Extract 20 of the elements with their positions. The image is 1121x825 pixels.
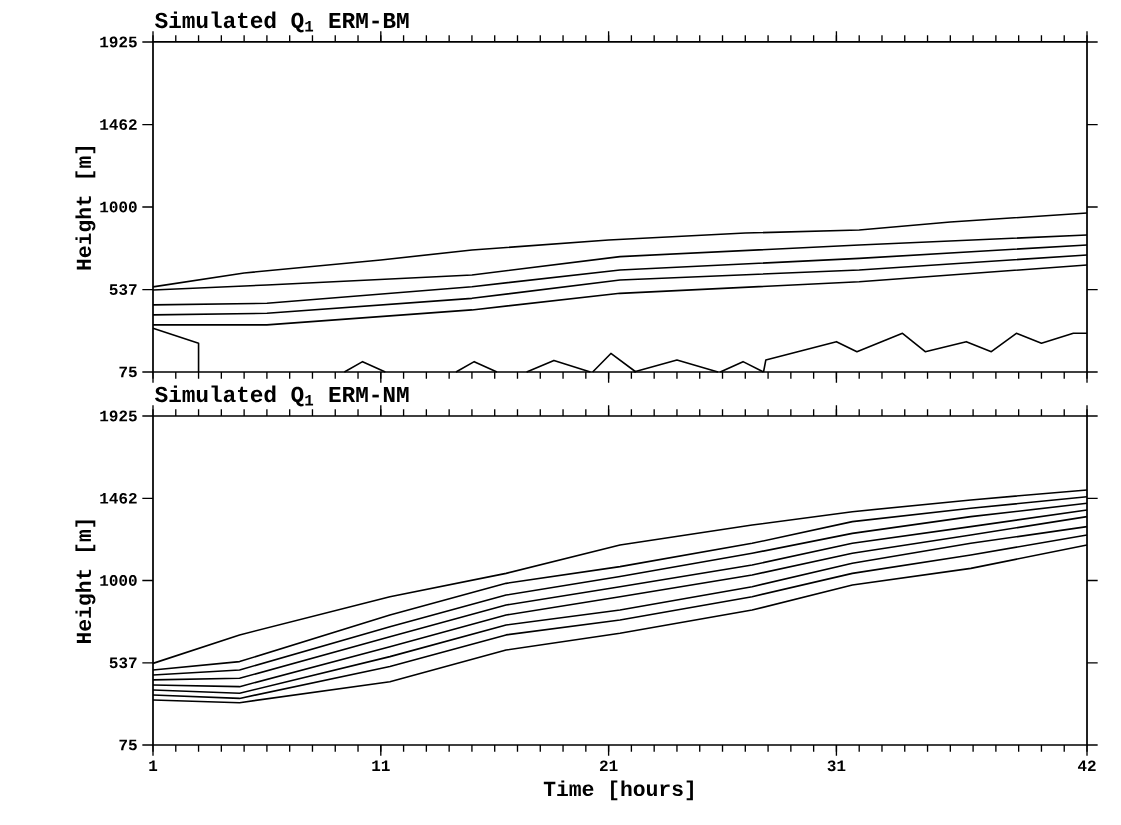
y-tick-label: 75 [119, 366, 137, 378]
x-tick-label: 21 [599, 760, 618, 772]
x-tick-label: 11 [372, 760, 390, 771]
x-tick-label: 42 [1077, 760, 1096, 772]
y-tick-label: 1925 [100, 410, 137, 422]
y-tick-label: 1000 [100, 575, 137, 586]
y-tick-label: 1462 [100, 119, 137, 130]
chart-title: Simulated Q$_{1}$ ERM-NM [155, 385, 409, 407]
y-tick-label: 1000 [100, 201, 137, 213]
x-axis-title: Time [hours] [543, 780, 693, 801]
y-tick-label: 537 [109, 657, 137, 669]
y-axis-title: Height [m] [75, 520, 96, 644]
x-tick-label: 1 [149, 760, 158, 771]
x-tick-label: 31 [827, 760, 846, 772]
y-tick-label: 1925 [100, 36, 137, 48]
chart-title: Simulated Q$_{1}$ ERM-BM [155, 11, 409, 33]
y-tick-label: 75 [119, 739, 137, 751]
y-tick-label: 537 [109, 284, 137, 296]
y-axis-title: Height [m] [75, 146, 96, 270]
y-tick-label: 1462 [100, 492, 137, 504]
